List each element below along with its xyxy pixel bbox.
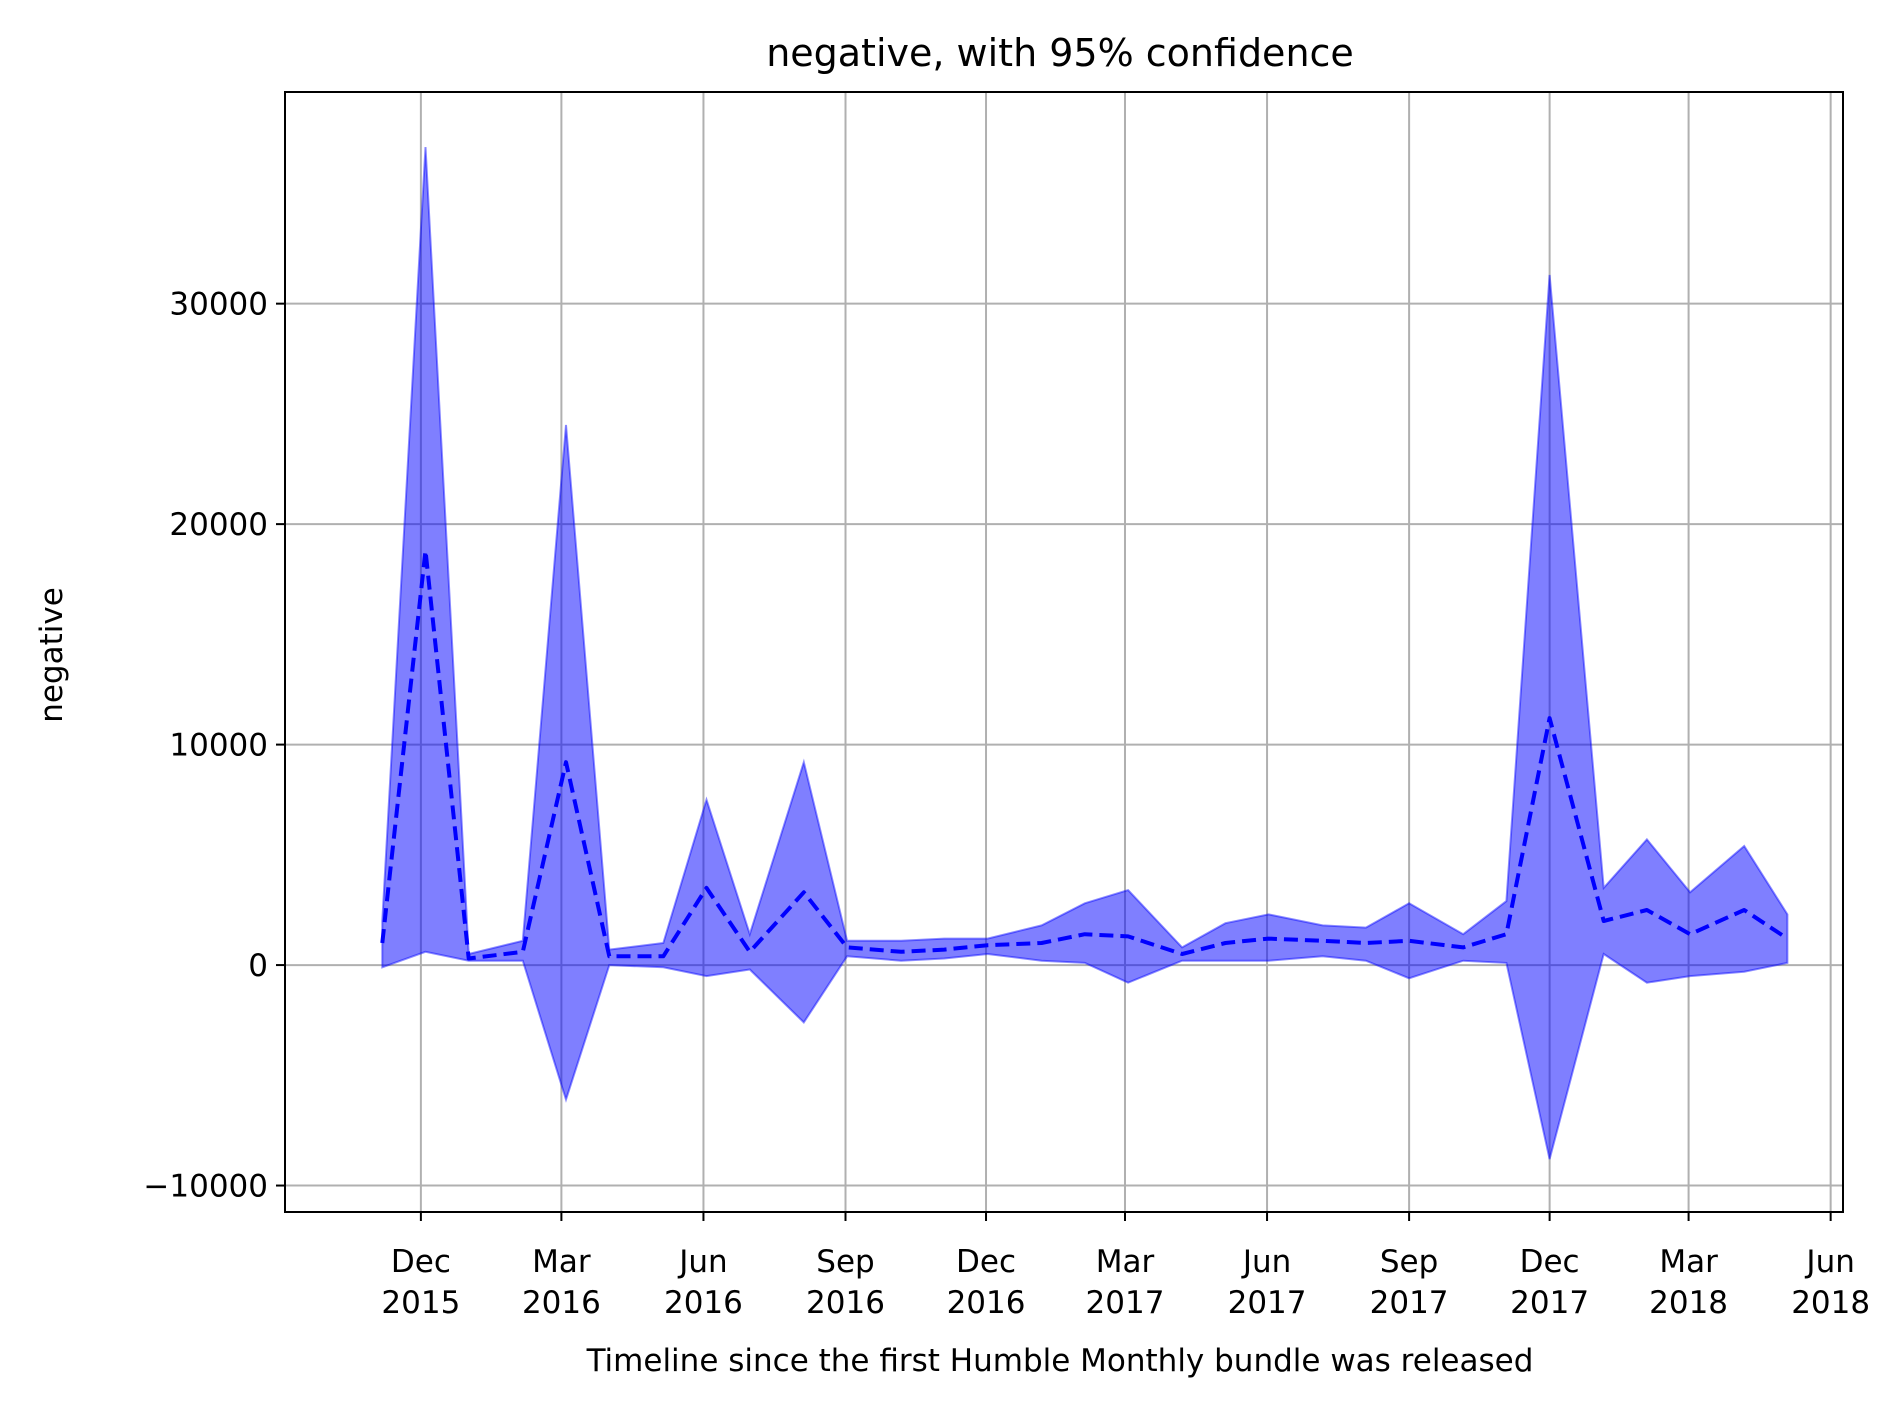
- data-point: [382, 943, 383, 944]
- x-tick-month: Jun: [677, 1244, 727, 1280]
- data-point: [663, 956, 664, 957]
- data-point: [803, 892, 804, 893]
- y-tick-label: 20000: [169, 507, 268, 543]
- x-tick-month: Dec: [956, 1244, 1016, 1280]
- data-point: [901, 951, 902, 952]
- y-tick-label: 10000: [169, 728, 268, 764]
- data-point: [566, 762, 567, 763]
- x-tick-year: 2016: [522, 1285, 601, 1321]
- data-point: [1084, 934, 1085, 935]
- data-point: [987, 945, 988, 946]
- data-point: [468, 958, 469, 959]
- x-tick-label: Dec 2017: [1510, 1244, 1589, 1321]
- data-point: [706, 887, 707, 888]
- data-point: [944, 949, 945, 950]
- data-point: [1225, 943, 1226, 944]
- data-point: [1787, 938, 1788, 939]
- x-tick-year: 2016: [947, 1285, 1026, 1321]
- x-tick-year: 2016: [806, 1285, 885, 1321]
- data-point: [1128, 936, 1129, 937]
- data-point: [1182, 954, 1183, 955]
- y-axis-title: negative: [34, 587, 70, 723]
- data-point: [1744, 910, 1745, 911]
- x-tick-month: Mar: [532, 1244, 591, 1280]
- data-point: [1506, 934, 1507, 935]
- x-tick-year: 2018: [1791, 1285, 1870, 1321]
- plot-frame: [284, 91, 1844, 1213]
- x-tick-month: Mar: [1096, 1244, 1155, 1280]
- confidence-band-layer: [381, 147, 1789, 1160]
- x-tick-label: Mar 2017: [1086, 1244, 1165, 1321]
- x-tick-label: Dec 2015: [381, 1244, 460, 1321]
- series-line: [380, 548, 1789, 961]
- x-axis-title: Timeline since the first Humble Monthly …: [586, 1343, 1534, 1379]
- x-tick-year: 2017: [1510, 1285, 1589, 1321]
- data-point: [1365, 943, 1366, 944]
- data-point: [847, 947, 848, 948]
- data-point: [1549, 718, 1550, 719]
- x-tick-month: Dec: [391, 1244, 451, 1280]
- data-point: [749, 951, 750, 952]
- data-point: [1322, 940, 1323, 941]
- data-point: [522, 951, 523, 952]
- data-point: [1646, 910, 1647, 911]
- data-point: [425, 550, 426, 551]
- y-tick-label: 0: [248, 948, 268, 984]
- x-tick-month: Dec: [1520, 1244, 1580, 1280]
- x-tick-month: Jun: [1804, 1244, 1854, 1280]
- data-point: [1409, 940, 1410, 941]
- x-tick-label: Jun 2017: [1228, 1244, 1307, 1321]
- data-point: [1603, 921, 1604, 922]
- y-tick-label: 30000: [169, 287, 268, 323]
- x-tick-label: Jun 2018: [1791, 1244, 1870, 1321]
- data-point: [1690, 934, 1691, 935]
- data-point: [1463, 947, 1464, 948]
- x-tick-year: 2017: [1370, 1285, 1449, 1321]
- x-tick-month: Jun: [1241, 1244, 1291, 1280]
- data-point: [1041, 943, 1042, 944]
- chart-title: negative, with 95% confidence: [766, 31, 1354, 75]
- x-tick-label: Sep 2017: [1370, 1244, 1449, 1321]
- confidence-band: [381, 147, 1789, 1160]
- x-tick-label: Sep 2016: [806, 1244, 885, 1321]
- x-tick-label: Mar 2016: [522, 1244, 601, 1321]
- y-tick-label: −10000: [143, 1169, 268, 1205]
- x-tick-year: 2015: [381, 1285, 460, 1321]
- x-tick-year: 2017: [1228, 1285, 1307, 1321]
- series-line-layer: [380, 548, 1789, 961]
- x-tick-year: 2016: [664, 1285, 743, 1321]
- x-tick-year: 2017: [1086, 1285, 1165, 1321]
- data-point: [1268, 938, 1269, 939]
- x-tick-label: Dec 2016: [947, 1244, 1026, 1321]
- x-tick-month: Mar: [1659, 1244, 1718, 1280]
- x-tick-month: Sep: [816, 1244, 874, 1280]
- data-point: [609, 956, 610, 957]
- x-tick-year: 2018: [1649, 1285, 1728, 1321]
- y-axis: 30000 20000 10000 0 −10000: [143, 287, 285, 1205]
- x-tick-month: Sep: [1380, 1244, 1438, 1280]
- x-axis: Dec 2015 Mar 2016 Jun 2016 Sep 2016 Dec 2016 Mar 20…: [381, 1212, 1870, 1321]
- x-tick-label: Mar 2018: [1649, 1244, 1728, 1321]
- x-tick-label: Jun 2016: [664, 1244, 743, 1321]
